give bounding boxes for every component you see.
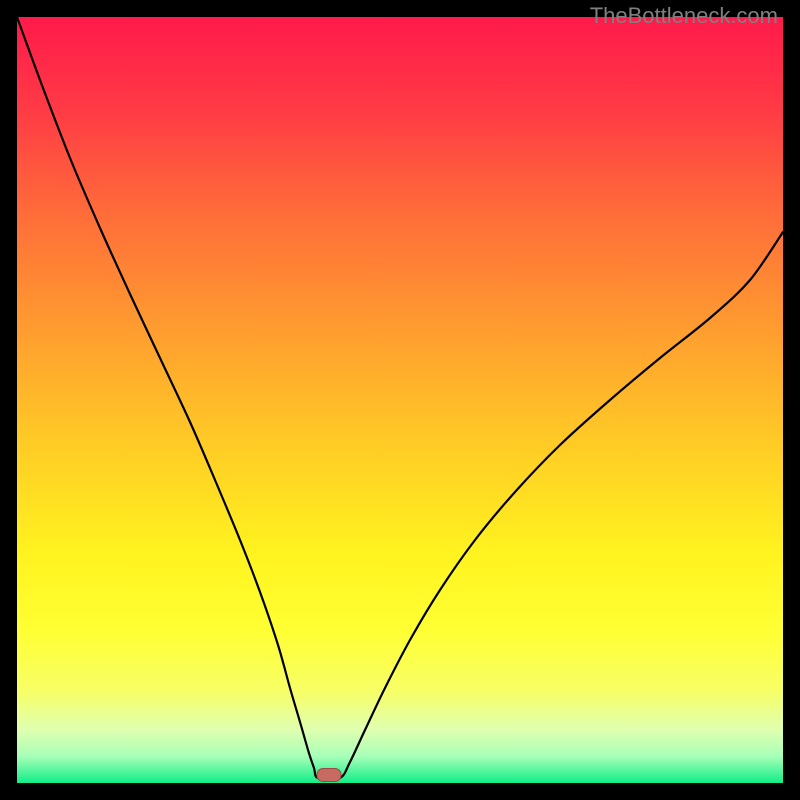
watermark-text: TheBottleneck.com [590, 3, 778, 29]
plot-svg [0, 0, 800, 800]
optimal-marker [317, 769, 341, 782]
bottleneck-curve [17, 17, 783, 780]
